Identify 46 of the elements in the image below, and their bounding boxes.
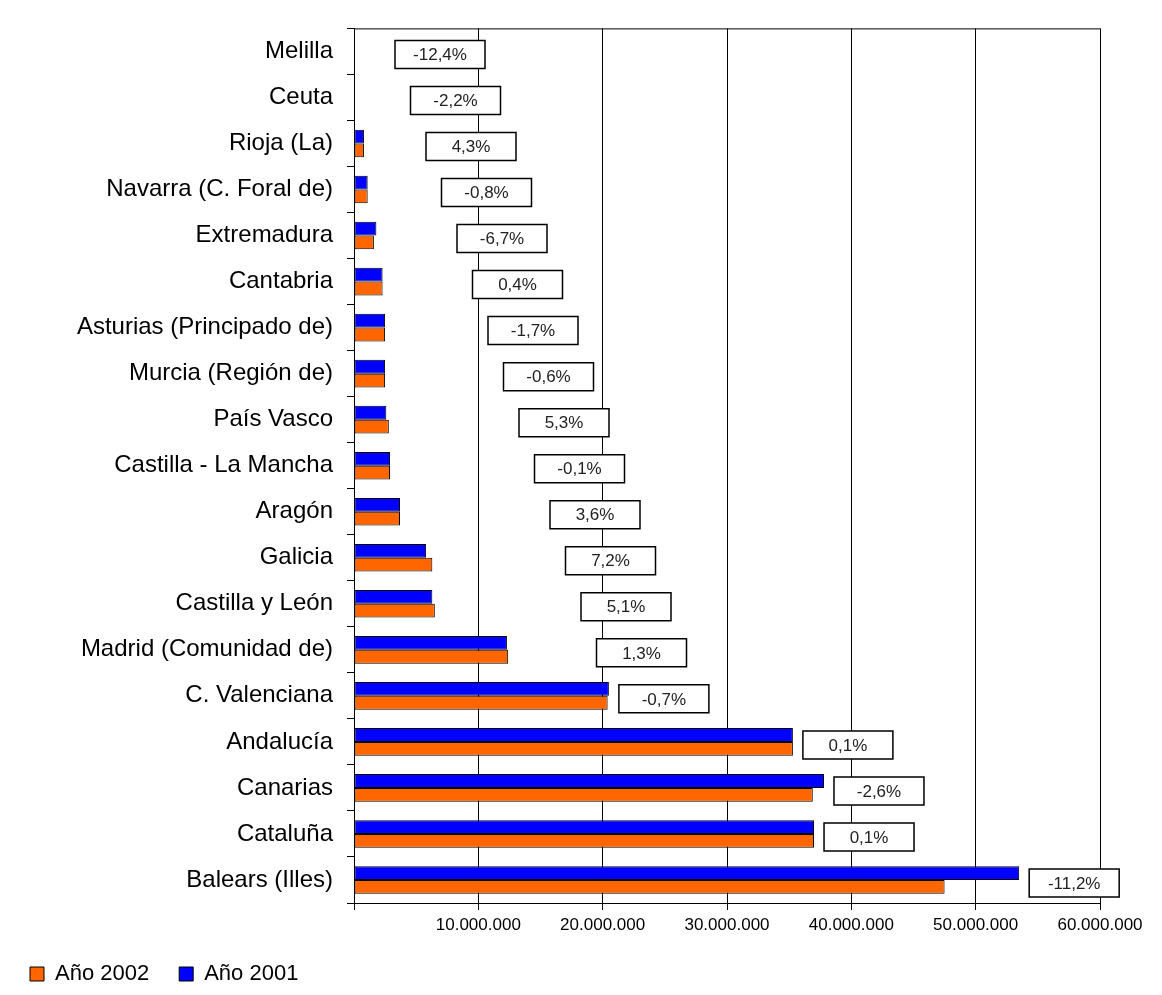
annotation: 4,3%: [451, 137, 491, 157]
y-tick-label: Galicia: [259, 542, 334, 570]
annotation: -2,2%: [433, 91, 478, 111]
x-tick-label: 40.000.000: [808, 914, 894, 934]
y-tick-label: Andalucía: [226, 726, 334, 754]
annotation: -12,4%: [413, 45, 467, 65]
x-tick-label: 10.000.000: [435, 914, 521, 934]
y-tick-label: Extremadura: [195, 220, 334, 248]
annotation: 3,6%: [575, 505, 615, 525]
y-tick-label: Asturias (Principado de): [76, 312, 333, 340]
annotation: 5,1%: [606, 597, 646, 617]
y-tick-label: Madrid (Comunidad de): [80, 634, 333, 662]
y-tick-label: Rioja (La): [228, 128, 333, 156]
y-tick-label: Navarra (C. Foral de): [106, 174, 333, 202]
y-tick-label: País Vasco: [213, 404, 333, 432]
y-tick-label: Melilla: [264, 36, 334, 64]
annotation: -2,6%: [856, 781, 902, 801]
annotation: 0,1%: [849, 827, 889, 847]
annotation: 7,2%: [591, 551, 630, 571]
annotation: -11,2%: [1047, 873, 1101, 893]
y-tick-label: Canarias: [236, 772, 333, 800]
y-tick-label: Cantabria: [228, 266, 334, 294]
x-tick-label: 30.000.000: [684, 914, 770, 934]
y-tick-label: Murcia (Región de): [128, 358, 333, 386]
annotation: -0,6%: [526, 367, 571, 387]
legend-label: Año 2001: [204, 960, 299, 986]
annotation: 0,1%: [828, 735, 868, 755]
x-tick-label: 60.000.000: [1057, 914, 1143, 934]
annotation: -0,8%: [464, 183, 509, 203]
annotation: -0,7%: [641, 689, 687, 709]
y-tick-label: Aragón: [255, 496, 333, 524]
y-tick-label: Castilla y León: [175, 588, 333, 616]
annotation: -6,7%: [479, 229, 525, 249]
y-tick-label: Cataluña: [236, 818, 334, 846]
annotation: -1,7%: [510, 321, 556, 341]
x-tick-label: 50.000.000: [933, 914, 1019, 934]
y-tick-label: Castilla - La Mancha: [114, 450, 334, 478]
y-tick-label: C. Valenciana: [185, 680, 334, 708]
annotation: 5,3%: [544, 413, 584, 433]
annotation: -0,1%: [557, 459, 602, 479]
y-tick-label: Balears (Illes): [186, 864, 333, 892]
annotation: 0,4%: [498, 275, 537, 295]
legend-label: Año 2002: [55, 960, 150, 986]
y-tick-label: Ceuta: [268, 82, 334, 110]
annotation: 1,3%: [622, 643, 661, 663]
x-tick-label: 20.000.000: [560, 914, 646, 934]
